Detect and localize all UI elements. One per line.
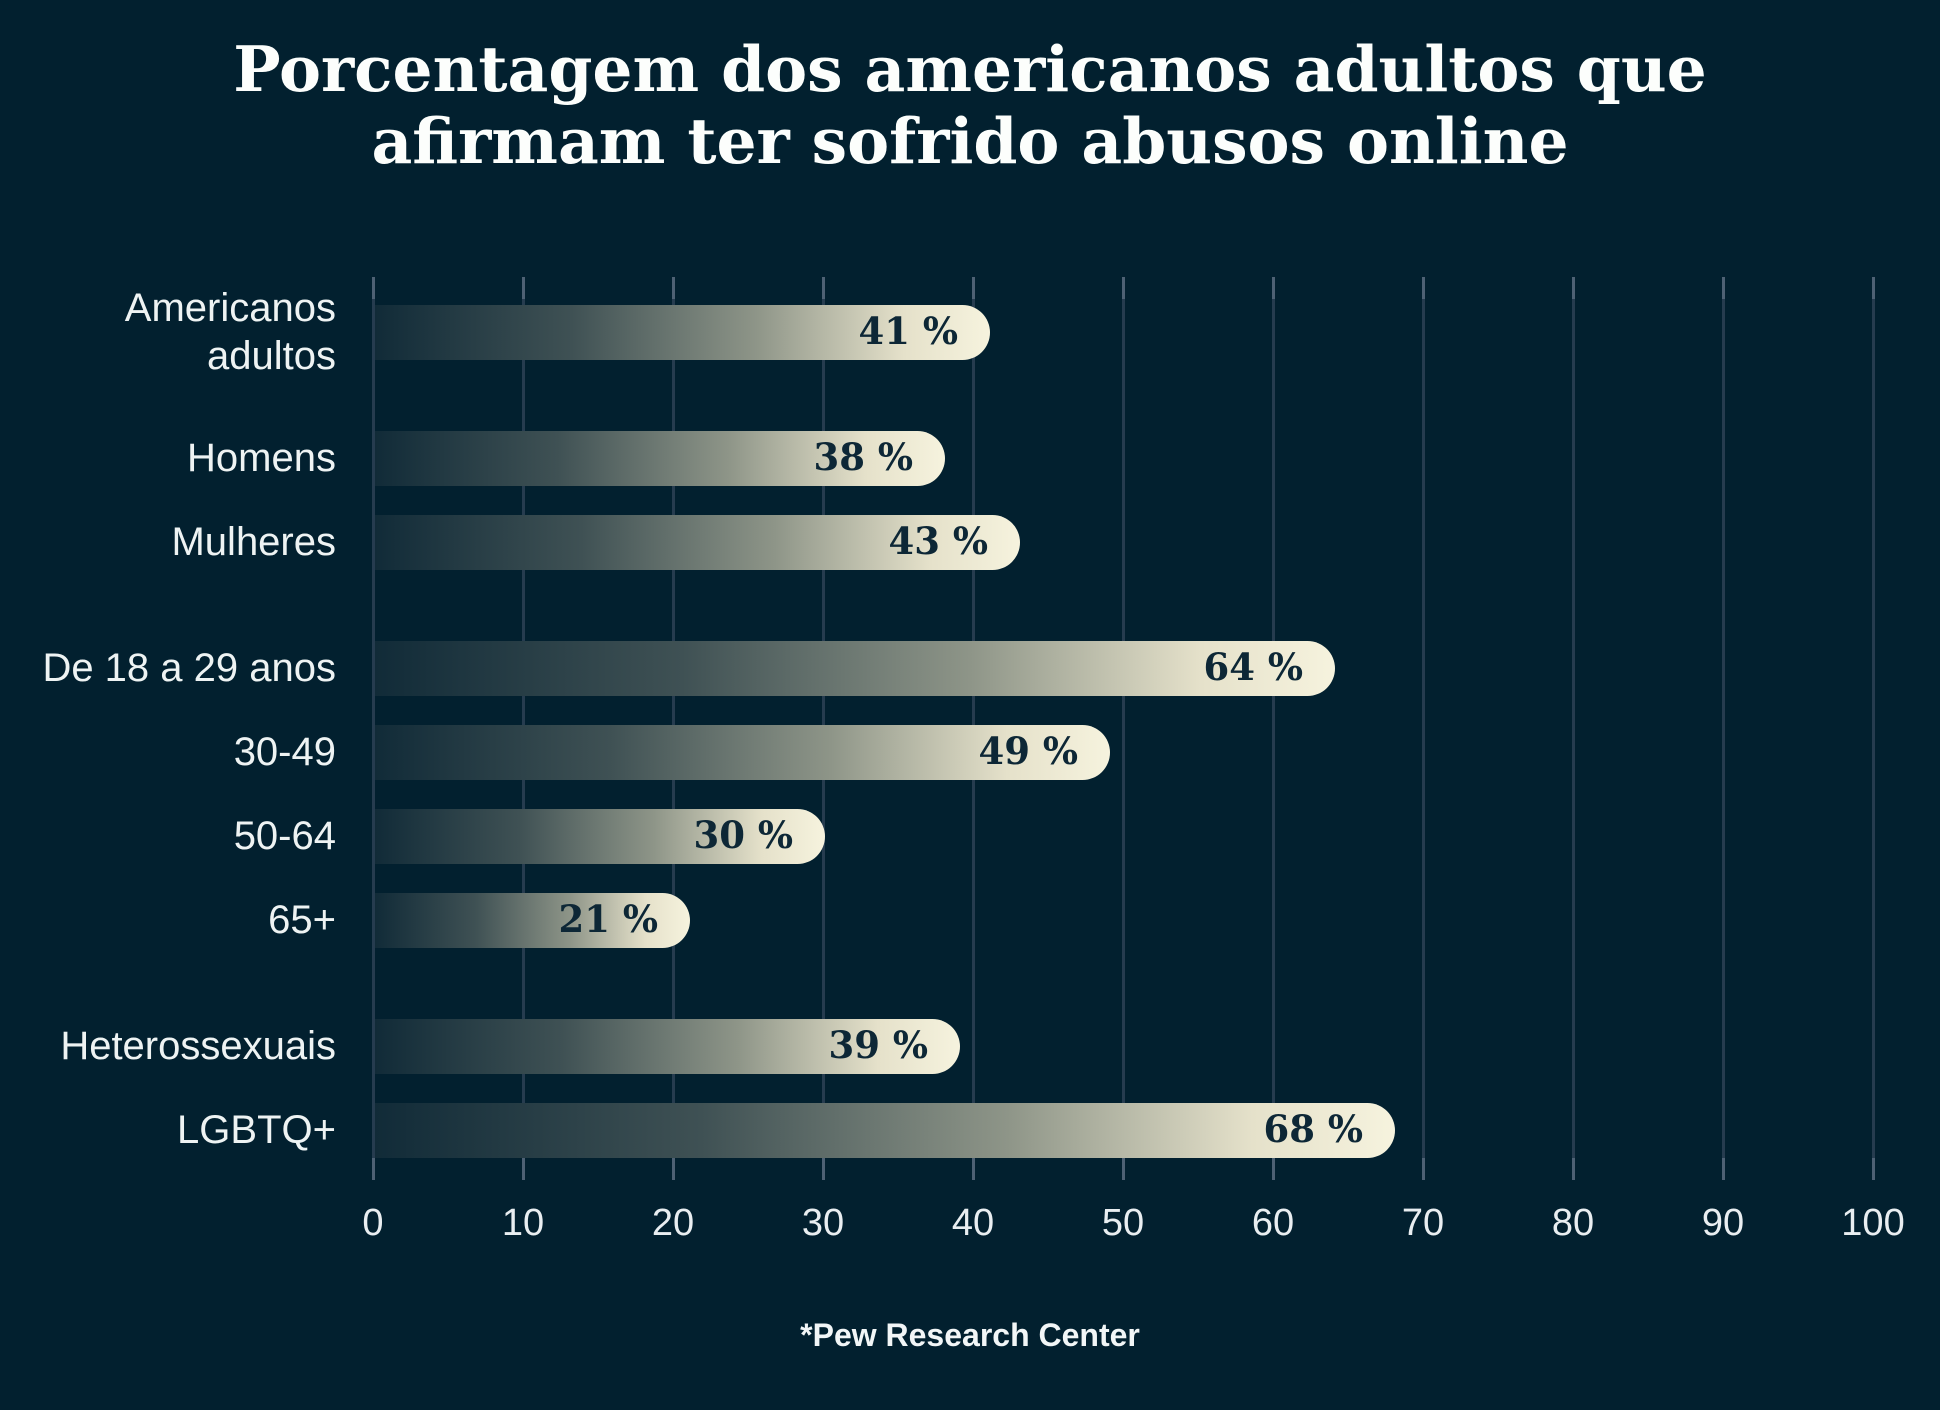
axis-tick [1571,277,1575,299]
gridline [1721,277,1725,1180]
x-tick-label: 100 [1841,1202,1905,1244]
axis-tick [371,1158,375,1180]
axis-tick [1871,1158,1875,1180]
x-tick-label: 10 [501,1202,545,1244]
x-tick-label: 20 [651,1202,695,1244]
value-label: 21 % [558,897,658,942]
x-tick-label: 80 [1551,1202,1595,1244]
x-tick-label: 40 [951,1202,995,1244]
axis-tick [1121,277,1125,299]
value-label: 41 % [858,309,958,354]
axis-tick [1871,277,1875,299]
x-tick-label: 30 [801,1202,845,1244]
gridline [1871,277,1875,1180]
axis-tick [521,1158,525,1180]
axis-tick [1121,1158,1125,1180]
category-label: Mulheres [171,520,336,564]
axis-tick [1271,277,1275,299]
value-label: 30 % [693,813,793,858]
category-label: 65+ [268,898,336,942]
value-label: 68 % [1263,1107,1363,1152]
category-label: Americanos adultos [124,286,336,378]
axis-tick [521,277,525,299]
bar: 30 % [375,808,825,864]
axis-tick [971,1158,975,1180]
value-label: 49 % [978,729,1078,774]
bar: 38 % [375,430,945,486]
x-tick-label: 70 [1401,1202,1445,1244]
value-label: 64 % [1203,645,1303,690]
bar: 68 % [375,1102,1395,1158]
x-tick-label: 90 [1701,1202,1745,1244]
category-label: Homens [187,436,336,480]
gridline [1121,277,1125,1180]
axis-tick [1721,1158,1725,1180]
axis-tick [1271,1158,1275,1180]
axis-tick [1571,1158,1575,1180]
gridline [1271,277,1275,1180]
value-label: 43 % [888,519,988,564]
value-label: 39 % [828,1023,928,1068]
bar: 41 % [375,304,990,360]
category-label: Heterossexuais [60,1024,336,1068]
axis-tick [1421,277,1425,299]
gridline [371,277,375,1180]
x-tick-label: 0 [362,1202,384,1244]
axis-tick [671,277,675,299]
axis-tick [1421,1158,1425,1180]
bar: 49 % [375,724,1110,780]
value-label: 38 % [813,435,913,480]
bar: 43 % [375,514,1020,570]
gridline [1571,277,1575,1180]
category-label: 30-49 [233,730,336,774]
axis-tick [821,1158,825,1180]
category-label: De 18 a 29 anos [42,646,336,690]
source-note: *Pew Research Center [800,1317,1140,1353]
x-tick-label: 60 [1251,1202,1295,1244]
chart-title: Porcentagem dos americanos adultos que a… [233,32,1707,178]
category-label: 50-64 [233,814,336,858]
x-tick-label: 50 [1101,1202,1145,1244]
gridline [1421,277,1425,1180]
axis-tick [821,277,825,299]
bar: 64 % [375,640,1335,696]
category-label: LGBTQ+ [177,1108,336,1152]
axis-tick [971,277,975,299]
axis-tick [1721,277,1725,299]
bar: 21 % [375,892,690,948]
axis-tick [371,277,375,299]
axis-tick [671,1158,675,1180]
bar: 39 % [375,1018,960,1074]
